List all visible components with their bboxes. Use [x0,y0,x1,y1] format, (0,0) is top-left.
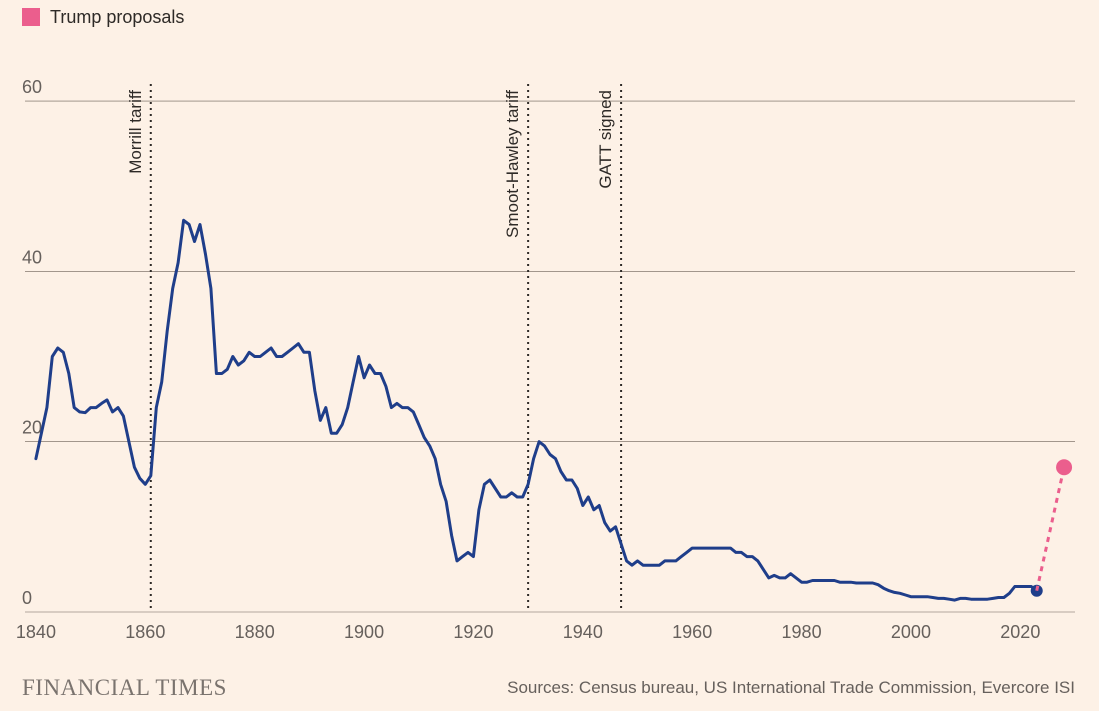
proposal-marker [1056,459,1072,475]
x-axis-label: 2020 [1000,622,1040,642]
source-line: Sources: Census bureau, US International… [507,678,1075,697]
x-axis-label: 1920 [453,622,493,642]
y-axis-label: 0 [22,588,32,608]
y-axis-label: 60 [22,77,42,97]
x-axis-label: 1940 [563,622,603,642]
x-axis-label: 2000 [891,622,931,642]
annotation-label: Smoot-Hawley tariff [503,90,522,238]
chart-container: 0 20 40 60 1840 1860 1880 1900 1920 1940 1960 1980 2… [0,0,1099,711]
y-axis-label: 20 [22,418,42,438]
y-axis-label: 40 [22,247,42,267]
x-axis-label: 1880 [235,622,275,642]
legend-label: Trump proposals [50,7,184,27]
annotation-label: GATT signed [596,90,615,189]
legend-swatch [22,8,40,26]
annotation-label: Morrill tariff [126,90,145,174]
x-axis-label: 1860 [125,622,165,642]
chart-svg: 0 20 40 60 1840 1860 1880 1900 1920 1940 1960 1980 2… [0,0,1099,711]
x-axis-label: 1960 [672,622,712,642]
x-axis-label: 1840 [16,622,56,642]
brand-wordmark: FINANCIAL TIMES [22,675,227,700]
x-axis-label: 1900 [344,622,384,642]
x-axis-label: 1980 [782,622,822,642]
